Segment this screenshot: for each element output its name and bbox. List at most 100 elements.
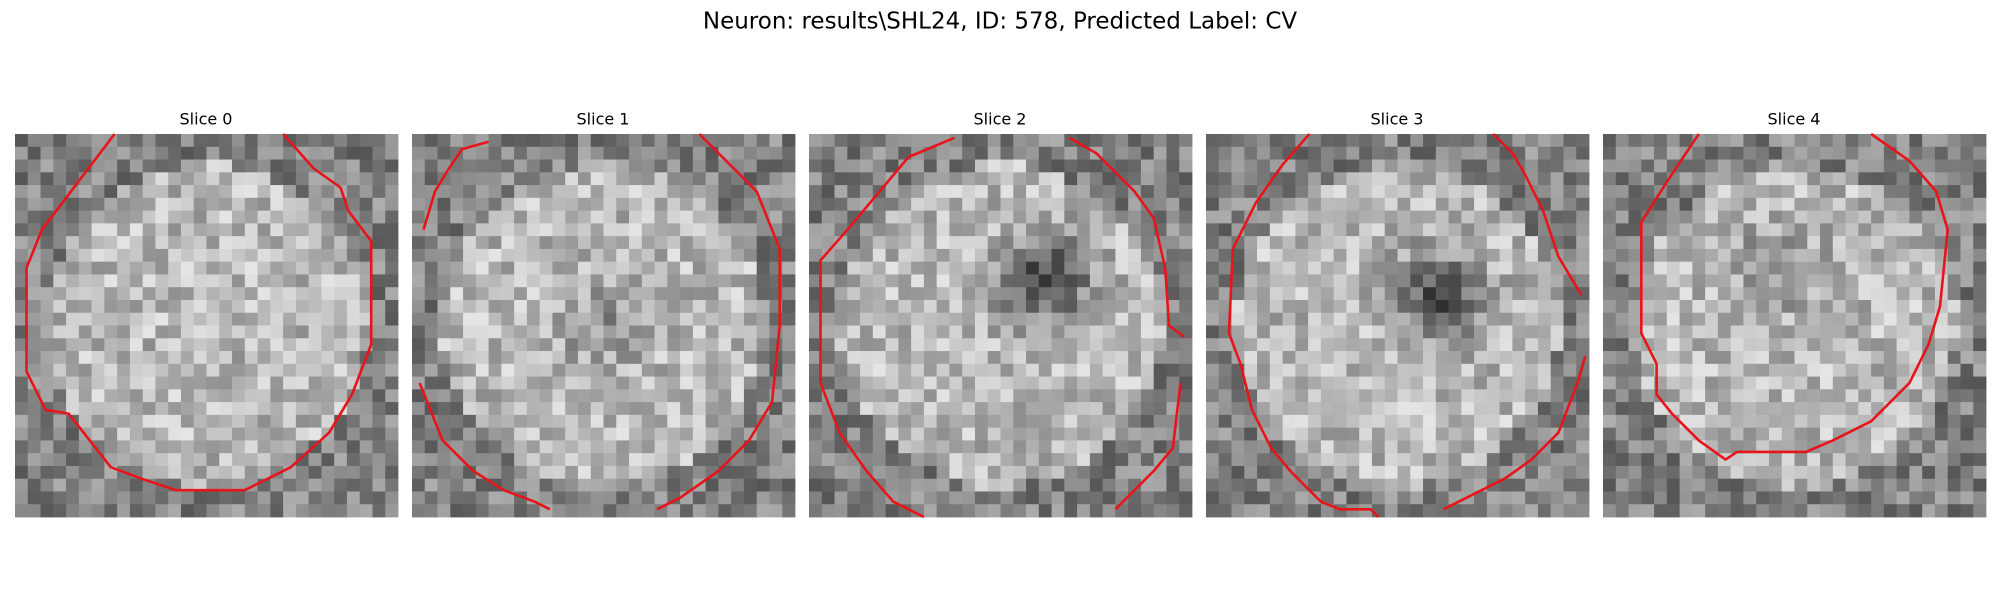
pixel — [1013, 197, 1027, 211]
pixel — [295, 376, 310, 390]
pixel — [1461, 453, 1475, 467]
pixel — [1615, 248, 1629, 263]
pixel — [1654, 197, 1668, 211]
pixel — [412, 172, 426, 186]
pixel — [1717, 146, 1732, 160]
pixel — [1717, 312, 1732, 326]
pixel — [1679, 210, 1693, 224]
pixel — [936, 427, 950, 441]
pixel — [834, 172, 848, 186]
pixel — [641, 248, 655, 263]
pixel — [860, 236, 874, 250]
pixel — [1013, 261, 1027, 275]
pixel — [180, 338, 195, 352]
pixel — [654, 427, 668, 441]
pixel — [936, 414, 950, 429]
pixel — [1947, 414, 1961, 429]
pixel — [142, 197, 156, 211]
pixel — [1397, 248, 1411, 263]
pixel — [514, 465, 528, 480]
pixel — [1909, 287, 1923, 301]
pixel — [78, 236, 92, 250]
pixel — [1705, 414, 1719, 429]
pixel — [834, 453, 848, 467]
pixel — [1000, 325, 1014, 339]
pixel — [1794, 299, 1808, 314]
pixel — [782, 504, 796, 518]
pixel — [1308, 402, 1322, 416]
pixel — [847, 299, 861, 314]
pixel — [1371, 134, 1386, 148]
pixel — [206, 210, 220, 224]
pixel — [66, 478, 80, 492]
pixel — [987, 236, 1001, 250]
pixel — [1423, 351, 1437, 365]
pixel — [616, 185, 630, 199]
pixel — [1359, 491, 1373, 505]
pixel — [616, 453, 630, 467]
pixel — [321, 338, 335, 352]
pixel — [1705, 312, 1719, 326]
pixel — [1973, 491, 1987, 505]
pixel — [1140, 453, 1155, 467]
pixel — [769, 185, 783, 199]
pixel — [1013, 287, 1027, 301]
pixel — [1244, 325, 1258, 339]
pixel — [1115, 146, 1129, 160]
pixel — [1512, 491, 1526, 505]
pixel — [91, 363, 105, 377]
pixel — [1410, 134, 1424, 148]
pixel — [1384, 197, 1398, 211]
pixel — [1628, 376, 1642, 390]
pixel — [501, 185, 515, 199]
pixel — [667, 478, 681, 492]
pixel — [1013, 427, 1027, 441]
pixel — [334, 312, 348, 326]
pixel — [117, 491, 131, 505]
pixel — [756, 274, 770, 288]
pixel — [680, 236, 694, 250]
pixel — [641, 427, 655, 441]
pixel — [1423, 172, 1437, 186]
pixel — [15, 185, 29, 199]
pixel — [1384, 236, 1398, 250]
pixel — [346, 261, 361, 275]
pixel — [629, 236, 643, 250]
pixel — [1410, 248, 1424, 263]
pixel — [1000, 402, 1014, 416]
pixel — [15, 453, 29, 467]
pixel — [1448, 312, 1462, 326]
pixel — [1257, 402, 1271, 416]
pixel — [66, 427, 80, 441]
pixel — [155, 440, 169, 454]
pixel — [705, 491, 719, 505]
pixel — [1960, 465, 1974, 480]
pixel — [308, 236, 322, 250]
pixel — [590, 465, 604, 480]
pixel — [1603, 197, 1617, 211]
pixel — [718, 427, 732, 441]
pixel — [15, 261, 29, 275]
pixel — [334, 210, 348, 224]
pixel — [450, 197, 464, 211]
pixel — [78, 146, 92, 160]
pixel — [936, 159, 950, 173]
pixel — [1820, 210, 1834, 224]
pixel — [53, 287, 67, 301]
pixel — [654, 236, 668, 250]
pixel — [1896, 287, 1910, 301]
pixel — [1576, 325, 1590, 339]
pixel — [321, 248, 335, 263]
pixel — [1666, 134, 1680, 148]
pixel — [463, 172, 477, 186]
pixel — [359, 299, 373, 314]
pixel — [501, 197, 515, 211]
pixel — [129, 504, 144, 518]
pixel — [834, 287, 848, 301]
pixel — [1077, 351, 1091, 365]
pixel — [1461, 465, 1475, 480]
pixel — [629, 491, 643, 505]
pixel — [1692, 236, 1706, 250]
pixel — [1550, 223, 1564, 237]
pixel — [1858, 236, 1872, 250]
